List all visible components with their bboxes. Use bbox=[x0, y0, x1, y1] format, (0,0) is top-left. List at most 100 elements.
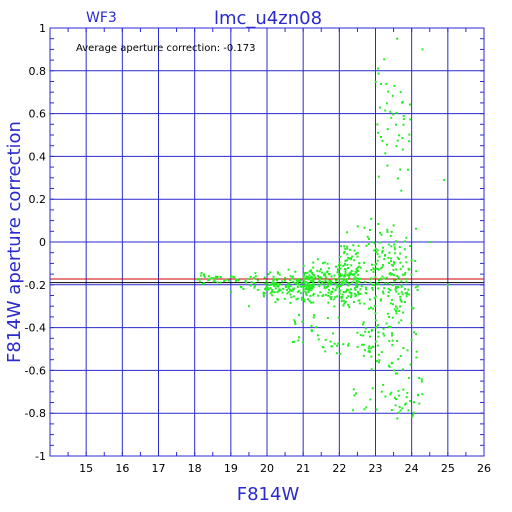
data-point bbox=[318, 279, 321, 282]
data-point bbox=[365, 406, 368, 409]
data-point bbox=[339, 285, 342, 287]
data-point bbox=[355, 283, 358, 286]
data-point bbox=[323, 282, 326, 285]
data-point bbox=[350, 294, 353, 297]
data-point bbox=[408, 293, 411, 296]
data-point bbox=[368, 345, 371, 348]
data-point bbox=[333, 305, 336, 308]
data-point bbox=[400, 285, 403, 288]
data-point bbox=[324, 280, 327, 283]
data-point bbox=[276, 279, 279, 282]
data-point bbox=[326, 262, 329, 265]
data-point bbox=[351, 255, 354, 258]
data-point bbox=[384, 395, 387, 398]
data-point bbox=[325, 286, 328, 288]
data-point bbox=[250, 281, 253, 284]
data-point bbox=[406, 293, 409, 295]
data-point bbox=[384, 254, 387, 257]
data-point bbox=[295, 279, 298, 281]
data-point bbox=[372, 267, 375, 270]
data-point bbox=[288, 282, 291, 285]
data-point bbox=[380, 351, 383, 354]
data-point bbox=[405, 396, 408, 399]
data-point bbox=[397, 321, 400, 324]
data-point bbox=[417, 393, 420, 396]
data-point bbox=[396, 256, 399, 259]
data-point bbox=[330, 290, 333, 293]
data-point bbox=[302, 290, 305, 292]
data-point bbox=[346, 247, 349, 250]
data-point bbox=[292, 288, 295, 290]
data-point bbox=[327, 285, 330, 288]
data-point bbox=[387, 287, 390, 290]
data-point bbox=[342, 299, 345, 302]
data-point bbox=[395, 240, 397, 243]
data-point bbox=[318, 276, 321, 279]
data-point bbox=[356, 273, 359, 276]
data-point bbox=[383, 58, 386, 61]
data-point bbox=[401, 137, 404, 139]
data-point bbox=[289, 293, 292, 296]
data-point bbox=[371, 284, 374, 286]
data-point bbox=[355, 294, 358, 297]
data-point bbox=[399, 261, 402, 264]
data-point bbox=[336, 295, 339, 298]
data-point bbox=[364, 330, 367, 333]
data-point bbox=[382, 246, 385, 249]
data-point bbox=[390, 362, 393, 365]
data-point bbox=[420, 378, 423, 381]
data-point bbox=[287, 287, 290, 290]
data-point bbox=[287, 283, 290, 286]
data-point bbox=[272, 283, 275, 286]
data-point bbox=[415, 333, 417, 336]
data-point bbox=[389, 302, 392, 305]
data-point bbox=[349, 292, 352, 295]
data-point bbox=[350, 273, 353, 275]
data-point bbox=[410, 339, 413, 342]
data-point bbox=[302, 286, 305, 289]
data-point bbox=[309, 287, 312, 290]
data-point bbox=[294, 321, 296, 323]
data-point bbox=[394, 279, 397, 282]
data-point bbox=[390, 230, 393, 233]
data-point bbox=[327, 291, 330, 294]
data-point bbox=[392, 113, 395, 116]
data-point bbox=[389, 110, 392, 113]
data-point bbox=[359, 266, 362, 269]
data-point bbox=[263, 295, 265, 298]
data-point bbox=[230, 275, 232, 278]
data-point bbox=[362, 323, 364, 326]
data-point bbox=[327, 301, 330, 304]
data-point bbox=[346, 253, 349, 256]
data-point bbox=[366, 235, 369, 238]
x-tick-label: 20 bbox=[260, 462, 274, 475]
data-point bbox=[340, 245, 343, 248]
data-point bbox=[353, 277, 355, 280]
data-point bbox=[343, 251, 345, 254]
data-point bbox=[395, 310, 398, 312]
data-point bbox=[391, 339, 394, 342]
data-point bbox=[428, 241, 431, 243]
data-point bbox=[216, 281, 219, 284]
data-point bbox=[244, 280, 247, 282]
data-point bbox=[327, 294, 330, 297]
data-point bbox=[342, 265, 345, 267]
data-point bbox=[338, 255, 341, 258]
data-point bbox=[360, 285, 363, 288]
data-point bbox=[272, 281, 275, 284]
data-point bbox=[348, 273, 351, 276]
data-point bbox=[398, 406, 401, 409]
data-point bbox=[356, 279, 359, 282]
data-point bbox=[310, 287, 313, 290]
data-point bbox=[325, 271, 328, 274]
data-point bbox=[349, 257, 352, 260]
data-point bbox=[349, 271, 352, 274]
data-point bbox=[306, 284, 309, 287]
data-point bbox=[395, 290, 398, 293]
data-point bbox=[308, 274, 311, 277]
data-point bbox=[307, 298, 309, 301]
data-point bbox=[296, 285, 299, 288]
y-tick-label: 0.2 bbox=[29, 193, 47, 206]
data-point bbox=[369, 298, 371, 301]
